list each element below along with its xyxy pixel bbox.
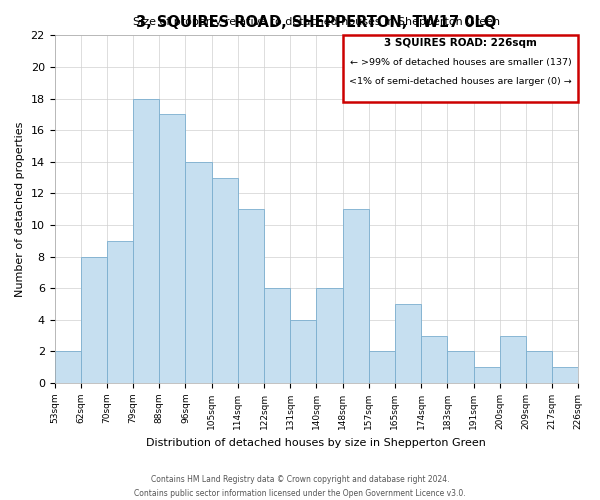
X-axis label: Distribution of detached houses by size in Shepperton Green: Distribution of detached houses by size …: [146, 438, 487, 448]
Bar: [185, 162, 212, 383]
Y-axis label: Number of detached properties: Number of detached properties: [15, 122, 25, 297]
Text: Size of property relative to detached houses in Shepperton Green: Size of property relative to detached ho…: [133, 16, 500, 26]
Bar: [290, 320, 316, 383]
Bar: [473, 368, 500, 383]
Title: 3, SQUIRES ROAD, SHEPPERTON, TW17 0LQ: 3, SQUIRES ROAD, SHEPPERTON, TW17 0LQ: [136, 15, 497, 30]
Bar: [55, 352, 81, 383]
Text: <1% of semi-detached houses are larger (0) →: <1% of semi-detached houses are larger (…: [349, 76, 572, 86]
Bar: [421, 336, 448, 383]
Bar: [526, 352, 552, 383]
Bar: [81, 256, 107, 383]
Text: 3 SQUIRES ROAD: 226sqm: 3 SQUIRES ROAD: 226sqm: [384, 38, 537, 48]
Bar: [448, 352, 473, 383]
Bar: [552, 368, 578, 383]
Bar: [395, 304, 421, 383]
Bar: [238, 209, 264, 383]
Bar: [107, 241, 133, 383]
Bar: [212, 178, 238, 383]
Bar: [316, 288, 343, 383]
Bar: [264, 288, 290, 383]
Text: Contains HM Land Registry data © Crown copyright and database right 2024.
Contai: Contains HM Land Registry data © Crown c…: [134, 476, 466, 498]
Bar: [500, 336, 526, 383]
Bar: [343, 209, 369, 383]
Text: ← >99% of detached houses are smaller (137): ← >99% of detached houses are smaller (1…: [350, 58, 571, 66]
Bar: [343, 36, 578, 102]
Bar: [133, 98, 159, 383]
Bar: [369, 352, 395, 383]
Bar: [159, 114, 185, 383]
